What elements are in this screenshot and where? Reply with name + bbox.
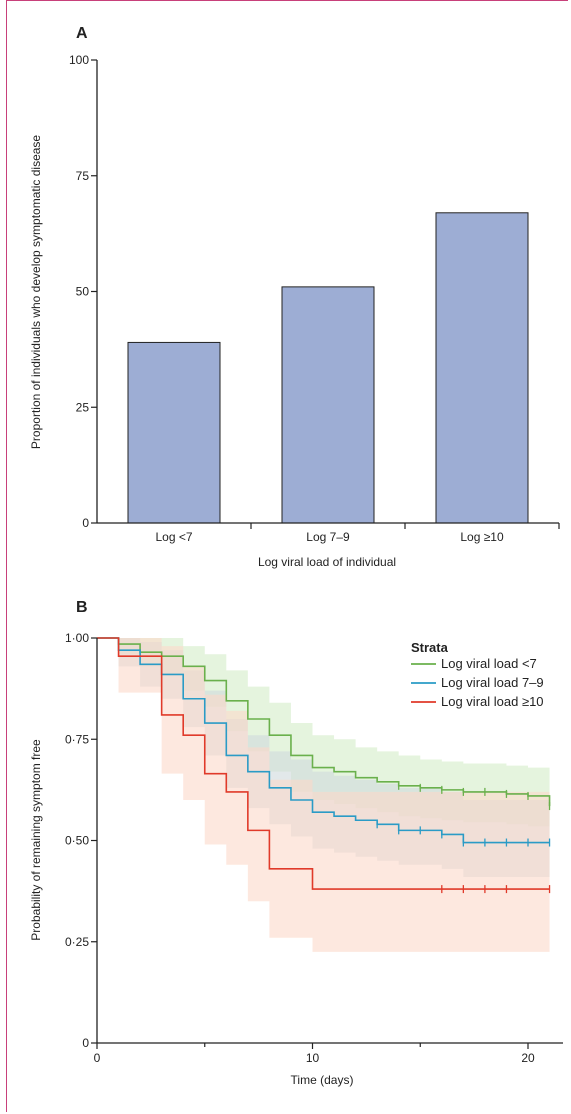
x-tick-label-log-7: Log <7 bbox=[155, 530, 192, 544]
panel-b: B 0 0·25 0·50 0·75 1·00 0 10 20 Time (days) Pr… bbox=[29, 599, 563, 1087]
legend-label-log-viral-load-10: Log viral load ≥10 bbox=[441, 694, 544, 709]
y-tick-label-0: 0 bbox=[82, 516, 89, 530]
panel-b-label: B bbox=[76, 599, 88, 616]
x-tick-label-log-7-9: Log 7–9 bbox=[306, 530, 350, 544]
y-tick-label-0-75: 0·75 bbox=[65, 732, 89, 746]
panel-a-bars bbox=[127, 212, 529, 524]
y-tick-label-100: 100 bbox=[69, 53, 89, 67]
panel-b-x-ticks: 0 10 20 bbox=[94, 1043, 535, 1065]
panel-a-x-ticks: Log <7 Log 7–9 Log ≥10 bbox=[155, 523, 560, 544]
panel-b-legend: Strata Log viral load <7 Log viral load 7… bbox=[411, 640, 544, 709]
y-tick-label-0-25: 0·25 bbox=[65, 935, 89, 949]
survival-curve-log-viral-load-10 bbox=[97, 637, 550, 890]
x-tick-label-0: 0 bbox=[94, 1051, 101, 1065]
confidence-band-log-viral-load-7 bbox=[97, 638, 550, 837]
y-tick-label-25: 25 bbox=[76, 400, 90, 414]
x-tick-label-10: 10 bbox=[306, 1051, 320, 1065]
panel-b-x-axis-title: Time (days) bbox=[291, 1073, 354, 1087]
y-tick-label-75: 75 bbox=[76, 169, 90, 183]
panel-a-y-ticks: 0 25 50 75 100 bbox=[69, 53, 97, 530]
bar-log-10 bbox=[435, 212, 529, 524]
panel-b-confidence-bands bbox=[97, 638, 550, 952]
panel-a: A 0 25 50 75 100 Log <7 Log 7–9 Log ≥10 Log vi… bbox=[29, 25, 560, 569]
legend-title: Strata bbox=[411, 640, 449, 655]
survival-curve-log-viral-load-7 bbox=[97, 637, 551, 807]
confidence-band-log-viral-load-10 bbox=[97, 638, 550, 952]
panel-a-label: A bbox=[76, 25, 88, 42]
bar-log-7 bbox=[127, 341, 221, 524]
panel-a-y-axis-title: Proportion of individuals who develop sy… bbox=[29, 135, 43, 449]
bar-log-7-9 bbox=[281, 286, 375, 524]
y-tick-label-0: 0 bbox=[82, 1036, 89, 1050]
panel-b-y-axis-title: Probability of remaining symptom free bbox=[29, 739, 43, 941]
y-tick-label-1-00: 1·00 bbox=[65, 631, 89, 645]
panel-b-y-ticks: 0 0·25 0·50 0·75 1·00 bbox=[65, 631, 97, 1050]
panel-b-censor-marks bbox=[376, 781, 551, 894]
legend-label-log-viral-load-7: Log viral load <7 bbox=[441, 656, 537, 671]
x-tick-label-log-10: Log ≥10 bbox=[460, 530, 504, 544]
y-tick-label-0-50: 0·50 bbox=[65, 834, 89, 848]
figure-frame bbox=[6, 0, 568, 1112]
legend-label-log-viral-load-7-9: Log viral load 7–9 bbox=[441, 675, 544, 690]
y-tick-label-50: 50 bbox=[76, 285, 90, 299]
x-tick-label-20: 20 bbox=[521, 1051, 535, 1065]
panel-a-x-axis-title: Log viral load of individual bbox=[258, 555, 396, 569]
